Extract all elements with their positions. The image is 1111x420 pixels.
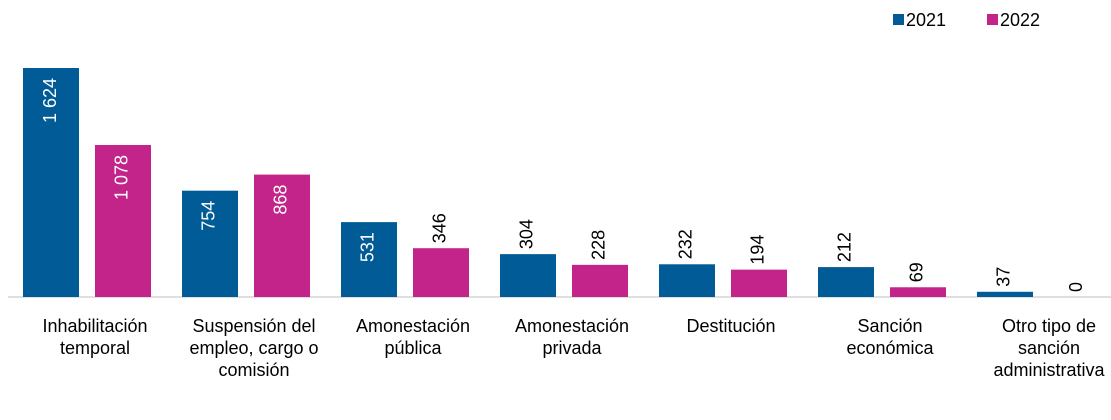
bar — [500, 254, 556, 297]
value-label: 304 — [517, 219, 537, 249]
bar — [890, 287, 946, 297]
x-tick-label: Amonestación pública — [355, 316, 471, 358]
x-tick-label: Amonestación privada — [514, 316, 630, 358]
value-label: 37 — [994, 267, 1014, 287]
bar — [977, 291, 1033, 297]
value-label: 69 — [907, 262, 927, 282]
bar — [413, 248, 469, 297]
legend-swatch — [987, 14, 998, 25]
x-tick-label: Otro tipo de sanción administrativa — [993, 316, 1105, 380]
legend-label: 2022 — [1000, 10, 1040, 30]
bar — [182, 190, 238, 297]
x-tick-label: Destitución — [686, 316, 776, 336]
legend-swatch — [893, 14, 904, 25]
value-label: 194 — [748, 235, 768, 265]
value-label: 1 078 — [112, 155, 132, 200]
x-tick-label: Inhabilitación temporal — [42, 316, 148, 358]
value-label: 228 — [589, 230, 609, 260]
x-tick-label: Suspensión del empleo, cargo o comisión — [189, 316, 319, 380]
bar — [818, 267, 874, 297]
bar — [254, 174, 310, 297]
bar — [23, 68, 79, 297]
value-label: 346 — [430, 213, 450, 243]
value-label: 212 — [835, 232, 855, 262]
value-label: 1 624 — [40, 78, 60, 123]
bar — [731, 269, 787, 297]
value-label: 531 — [358, 232, 378, 262]
legend-label: 2021 — [906, 10, 946, 30]
value-label: 754 — [199, 201, 219, 231]
bar — [572, 264, 628, 297]
bar — [341, 222, 397, 297]
bar — [95, 144, 151, 297]
value-label: 0 — [1066, 282, 1086, 292]
x-tick-label: Sanción económica — [846, 316, 934, 358]
bar — [659, 264, 715, 297]
value-label: 868 — [271, 185, 291, 215]
value-label: 232 — [676, 229, 696, 259]
